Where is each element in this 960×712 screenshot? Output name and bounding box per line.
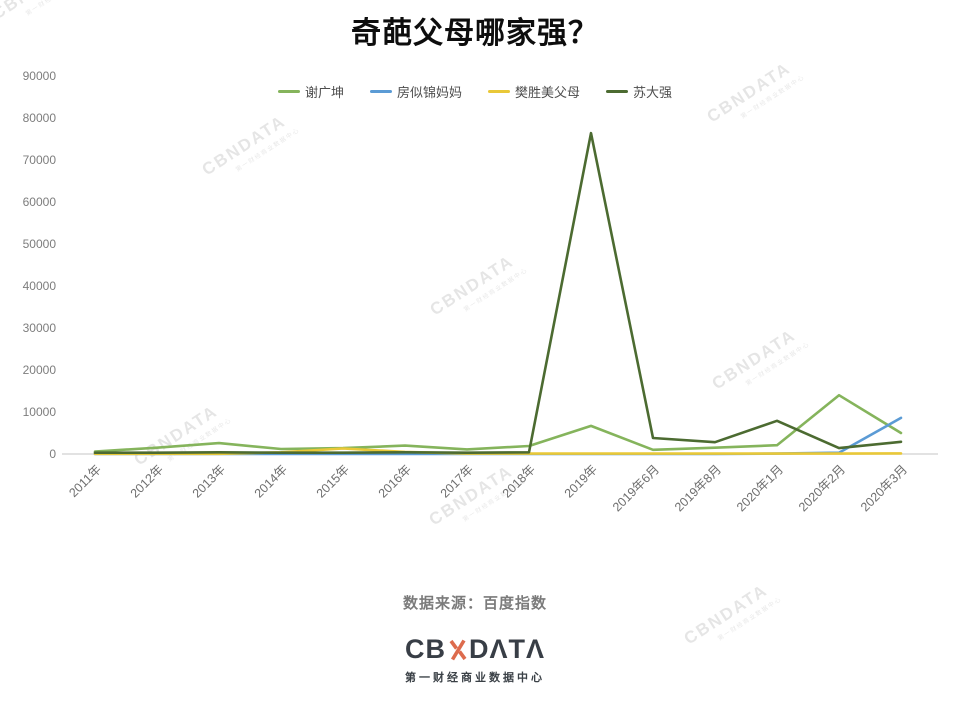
legend-label: 谢广坤 (304, 85, 344, 100)
y-axis-label: 50000 (23, 237, 57, 251)
x-axis-label: 2012年 (128, 462, 166, 500)
x-axis-label: 2014年 (252, 462, 290, 500)
y-axis-label: 90000 (23, 69, 57, 83)
x-axis-label: 2020年2月 (796, 462, 848, 514)
legend-swatch-icon (369, 90, 392, 93)
y-axis-label: 80000 (23, 111, 57, 125)
legend-label: 房似锦妈妈 (396, 85, 462, 100)
legend-swatch-icon (606, 90, 629, 93)
logo-text-data: DΛTΛ (468, 634, 545, 664)
legend-item: 谢广坤 (277, 82, 344, 101)
x-axis-label: 2017年 (438, 462, 476, 500)
x-axis-label: 2016年 (376, 462, 414, 500)
y-axis-label: 10000 (23, 405, 57, 419)
x-axis-label: 2015年 (314, 462, 352, 500)
cbndata-logo: CB DΛTΛ 第一财经商业数据中心 (0, 634, 950, 685)
x-axis-label: 2019年8月 (672, 462, 724, 514)
y-axis-label: 40000 (23, 279, 57, 293)
logo-text-cb: CB (404, 634, 446, 664)
y-axis-label: 70000 (23, 153, 57, 167)
y-axis-label: 60000 (23, 195, 57, 209)
legend-label: 苏大强 (633, 85, 673, 100)
data-source-note: 数据来源：百度指数 (402, 595, 547, 612)
legend-label: 樊胜美父母 (515, 85, 581, 100)
legend-item: 苏大强 (606, 82, 672, 101)
logo-n-icon (449, 639, 467, 660)
y-axis-label: 0 (49, 447, 56, 461)
legend-swatch-icon (488, 90, 510, 93)
line-chart: 0 10000 20000 30000 40000 50000 60000 70000 8000… (23, 69, 938, 514)
legend-item: 樊胜美父母 (488, 82, 580, 101)
logo-subtitle: 第一财经商业数据中心 (405, 672, 545, 684)
series-line (93, 393, 903, 453)
legend-item: 房似锦妈妈 (369, 82, 462, 101)
series-line (93, 131, 903, 455)
x-axis-label: 2020年3月 (858, 462, 910, 514)
legend-swatch-icon (277, 90, 300, 93)
chart-legend: 谢广坤 房似锦妈妈 樊胜美父母 苏大强 (0, 82, 950, 101)
logo-wordmark: CB DΛTΛ (0, 634, 950, 665)
x-axis-label: 2018年 (500, 462, 538, 500)
x-axis-label: 2019年 (562, 462, 600, 500)
chart-title: 奇葩父母哪家强？ (351, 17, 599, 50)
x-axis-label: 2011年 (66, 462, 104, 500)
y-axis-label: 20000 (23, 363, 57, 377)
x-axis-label: 2020年1月 (734, 462, 786, 514)
x-axis-label: 2013年 (190, 462, 228, 500)
y-axis-label: 30000 (23, 321, 57, 335)
x-axis-label: 2019年6月 (610, 462, 662, 514)
